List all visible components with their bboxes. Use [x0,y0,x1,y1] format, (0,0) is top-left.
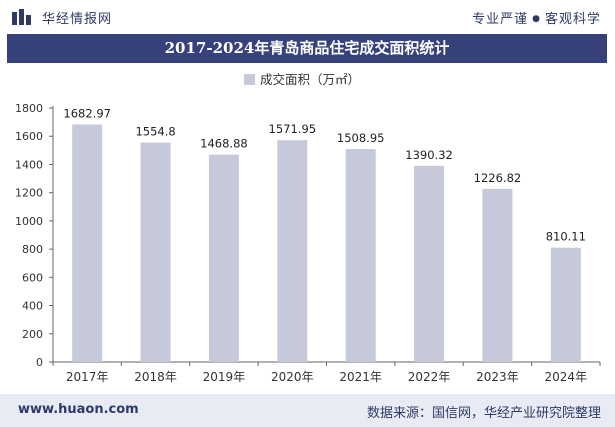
tagline: 专业严谨 ● 客观科学 [472,8,601,27]
legend-label: 成交面积（万㎡） [260,72,360,87]
y-tick-label: 1000 [15,215,43,228]
y-tick-label: 1600 [15,130,43,143]
y-tick-label: 0 [36,356,43,369]
bar-value-label: 1554.8 [135,125,175,139]
brand-name: 华经情报网 [42,12,113,27]
x-tick-label: 2017年 [66,370,109,384]
y-tick-label: 1400 [15,158,43,171]
title-band: 2017-2024年青岛商品住宅成交面积统计 [7,34,607,63]
y-tick-label: 1800 [15,102,43,115]
footer-url[interactable]: www.huaon.com [18,402,139,417]
x-tick-label: 2023年 [476,370,519,384]
bar-chart: 成交面积（万㎡） 0 200 400 600 800 1000 1200 1400 1600 180… [15,72,601,384]
bar[interactable] [72,124,103,362]
bar[interactable] [208,154,239,362]
x-tick-label: 2022年 [408,370,451,384]
x-tick-label: 2019年 [203,370,246,384]
bar-value-label: 1508.95 [337,131,385,145]
bar-value-label: 1682.97 [63,107,111,121]
x-tick-label: 2020年 [271,370,314,384]
bar[interactable] [550,247,581,362]
bar-value-label: 1468.88 [200,137,248,151]
tagline-right: 客观科学 [544,12,601,27]
bar[interactable] [277,140,308,362]
bar[interactable] [140,142,171,362]
y-tick-label: 400 [22,300,43,313]
bar-value-label: 1390.32 [405,148,453,162]
tagline-dot: ● [532,14,541,24]
tagline-left: 专业严谨 [472,12,529,27]
chart-title: 2017-2024年青岛商品住宅成交面积统计 [164,39,450,57]
bar-logo-icon [12,9,31,25]
bar[interactable] [345,149,376,362]
data-source: 数据来源：国信网，华经产业研究院整理 [366,406,601,421]
x-tick-label: 2024年 [545,370,588,384]
y-tick-label: 200 [22,328,43,341]
bar-value-label: 1571.95 [269,122,317,136]
bar-value-label: 810.11 [546,230,586,244]
bar[interactable] [482,188,513,362]
x-tick-label: 2018年 [134,370,177,384]
bar[interactable] [414,165,445,362]
y-tick-label: 800 [22,243,43,256]
y-tick-label: 1200 [15,187,43,200]
legend-swatch [244,74,255,85]
y-tick-label: 600 [22,271,43,284]
x-tick-label: 2021年 [339,370,382,384]
bar-value-label: 1226.82 [474,171,522,185]
top-bar: 华经情报网 专业严谨 ● 客观科学 [0,0,615,33]
footer: www.huaon.com 数据来源：国信网，华经产业研究院整理 [0,394,615,427]
